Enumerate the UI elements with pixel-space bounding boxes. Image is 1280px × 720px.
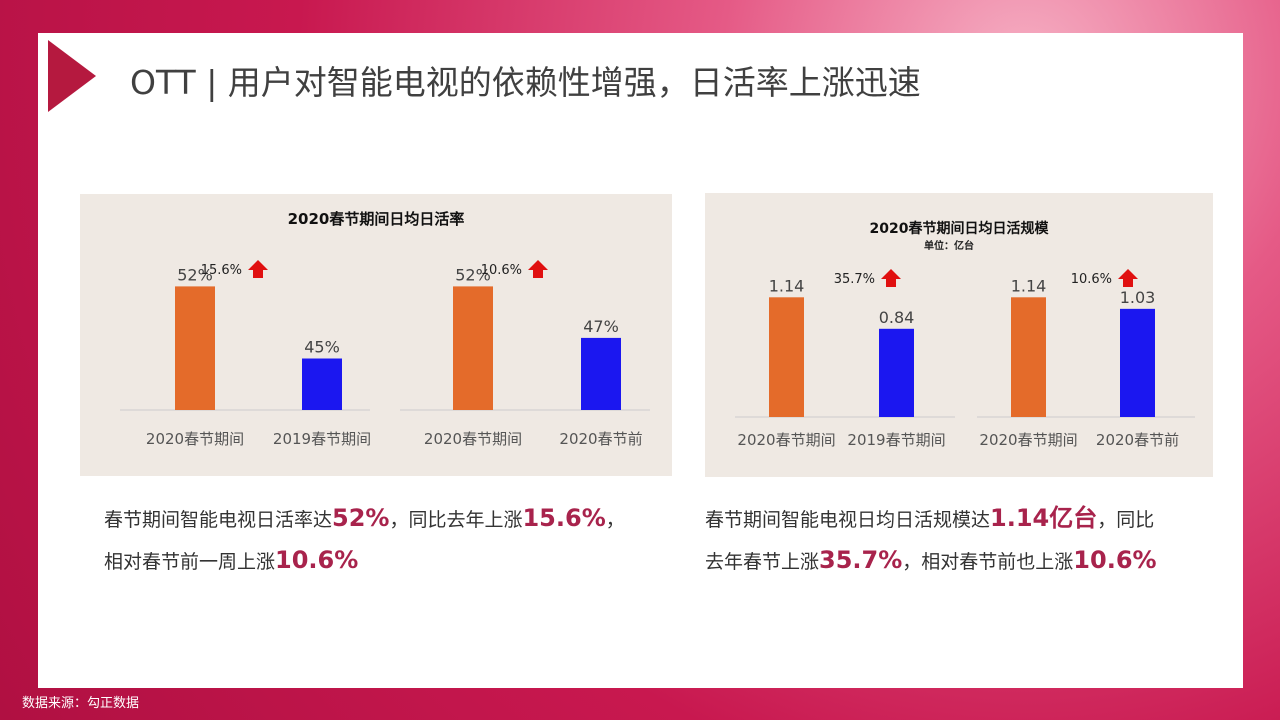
bar: [175, 286, 215, 410]
bar: [453, 286, 493, 410]
growth-label: 35.7%: [834, 272, 875, 287]
chart-daily-active-rate: 2020春节期间日均日活率 52% 2020春节期间 45% 2019春节期间 52% 20…: [80, 194, 672, 476]
growth-label: 10.6%: [1071, 272, 1112, 287]
caption-line: 春节期间智能电视日活率达52%，同比去年上涨15.6%，: [104, 498, 625, 540]
chart-title: 2020春节期间日均日活率: [288, 210, 465, 228]
data-source: 数据来源：勾正数据: [22, 696, 140, 711]
caption-text: ，同比去年上涨: [389, 509, 523, 531]
bar: [302, 358, 342, 410]
title-triangle-icon: [48, 40, 96, 112]
chart-daily-active-scale: 2020春节期间日均日活规模单位：亿台 1.14 2020春节期间 0.84 2019春…: [705, 193, 1213, 477]
caption-text: 春节期间智能电视日活率达: [104, 509, 333, 531]
caption-text: 去年春节上涨: [705, 551, 820, 573]
data-label: 52%: [455, 265, 491, 284]
category-label: 2020春节前: [1096, 431, 1179, 449]
highlight-value: 52%: [332, 504, 390, 532]
chart-title: 2020春节期间日均日活规模: [870, 220, 1050, 237]
bar: [879, 328, 914, 417]
caption-text: 春节期间智能电视日均日活规模达: [705, 509, 991, 531]
caption-line: 去年春节上涨35.7%，相对春节前也上涨10.6%: [705, 540, 1157, 582]
category-label: 2020春节期间: [979, 431, 1077, 449]
caption-text: ，: [605, 509, 625, 531]
highlight-value: 15.6%: [522, 504, 606, 532]
caption-text: ，相对春节前也上涨: [902, 551, 1074, 573]
data-label: 47%: [583, 317, 619, 336]
data-label: 1.14: [769, 276, 805, 295]
caption-right: 春节期间智能电视日均日活规模达1.14亿台，同比 去年春节上涨35.7%，相对春节…: [705, 498, 1157, 582]
caption-left: 春节期间智能电视日活率达52%，同比去年上涨15.6%， 相对春节前一周上涨10.…: [104, 498, 625, 582]
data-label: 52%: [177, 265, 213, 284]
highlight-value: 1.14亿台: [990, 504, 1098, 532]
chart-subtitle: 单位：亿台: [924, 239, 974, 252]
bar: [1011, 297, 1046, 417]
arrow-up-icon: [881, 269, 901, 287]
data-label: 1.14: [1011, 276, 1047, 295]
category-label: 2020春节前: [559, 430, 642, 448]
caption-text: ，同比: [1097, 509, 1155, 531]
arrow-up-icon: [248, 260, 268, 278]
category-label: 2020春节期间: [146, 430, 244, 448]
data-label: 45%: [304, 338, 340, 357]
caption-line: 相对春节前一周上涨10.6%: [104, 540, 625, 582]
category-label: 2020春节期间: [737, 431, 835, 449]
growth-label: 10.6%: [481, 263, 522, 278]
data-label: 0.84: [879, 308, 915, 327]
bar: [1120, 308, 1155, 417]
category-label: 2019春节期间: [273, 430, 371, 448]
highlight-value: 10.6%: [1073, 546, 1157, 574]
chart-svg: 2020春节期间日均日活率 52% 2020春节期间 45% 2019春节期间 52% 20…: [120, 210, 650, 448]
bar: [769, 297, 804, 417]
arrow-up-icon: [1118, 269, 1138, 287]
data-label: 1.03: [1120, 288, 1156, 307]
growth-label: 15.6%: [201, 263, 242, 278]
bar: [581, 337, 621, 410]
highlight-value: 10.6%: [275, 546, 359, 574]
highlight-value: 35.7%: [819, 546, 903, 574]
category-label: 2019春节期间: [847, 431, 945, 449]
arrow-up-icon: [528, 260, 548, 278]
slide-title: OTT | 用户对智能电视的依赖性增强，日活率上涨迅速: [130, 63, 921, 102]
category-label: 2020春节期间: [424, 430, 522, 448]
caption-line: 春节期间智能电视日均日活规模达1.14亿台，同比: [705, 498, 1157, 540]
caption-text: 相对春节前一周上涨: [104, 551, 276, 573]
